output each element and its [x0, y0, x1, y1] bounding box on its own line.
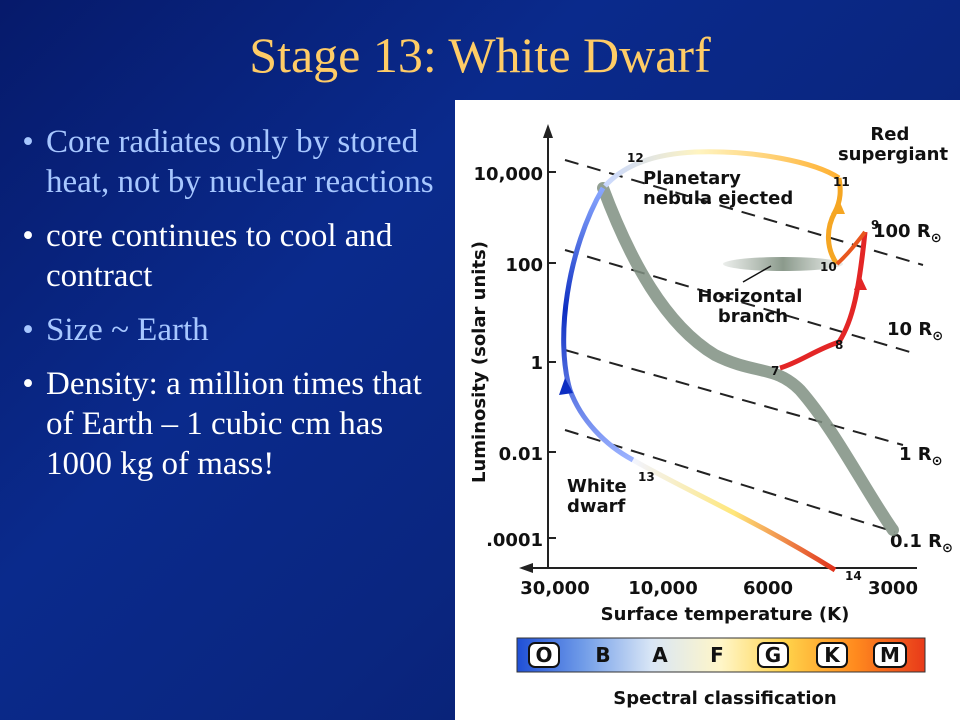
bullet-text: Core radiates only by stored heat, not b… — [46, 124, 434, 200]
y-tick-label: .0001 — [486, 530, 543, 551]
bullet-dot-icon: • — [22, 366, 34, 402]
svg-text:O: O — [535, 643, 552, 667]
bullet-text: core continues to cool and contract — [46, 218, 393, 294]
bullet-text: Size ~ Earth — [46, 312, 209, 348]
radius-label: 0.1 R⊙ — [890, 531, 953, 556]
track-7-to-9 — [779, 231, 868, 371]
x-tick-label: 30,000 — [520, 578, 589, 599]
bullet-item-core-cools: • core continues to cool and contract — [10, 216, 440, 296]
track-9-to-10 — [835, 230, 867, 266]
svg-text:M: M — [880, 643, 900, 667]
bullet-item-core-radiates: • Core radiates only by stored heat, not… — [10, 122, 440, 202]
label-horizontal-branch: Horizontal branch — [697, 286, 808, 327]
spectral-class-O: O — [528, 642, 560, 668]
spectral-class-B: B — [595, 643, 610, 667]
svg-text:B: B — [595, 643, 610, 667]
svg-text:A: A — [652, 643, 668, 667]
hr-diagram-figure: 10,000 100 1 0.01 .0001 Luminosity (sola… — [455, 100, 960, 720]
radius-label: 1 R⊙ — [899, 444, 943, 469]
horizontal-branch-band — [723, 257, 843, 271]
axes — [519, 124, 917, 573]
y-tick-label: 100 — [505, 255, 543, 276]
label-planetary-nebula: Planetary nebula ejected — [643, 168, 793, 209]
slide-title: Stage 13: White Dwarf — [249, 27, 711, 83]
y-axis-label: Luminosity (solar units) — [469, 241, 490, 483]
radius-label: 100 R⊙ — [873, 221, 942, 246]
bullet-list: • Core radiates only by stored heat, not… — [10, 122, 440, 498]
bullet-text: Density: a million times that of Earth –… — [46, 366, 422, 482]
bullet-dot-icon: • — [22, 124, 34, 160]
svg-text:G: G — [765, 643, 781, 667]
y-tick-marks — [548, 171, 556, 539]
track-arrow-icon — [831, 200, 845, 214]
spectral-class-A: A — [652, 643, 668, 667]
svg-text:F: F — [710, 643, 724, 667]
bullet-dot-icon: • — [22, 312, 34, 348]
x-tick-label: 6000 — [743, 578, 793, 599]
spectral-bar: O B A F G K — [516, 637, 926, 673]
stage-number: 11 — [833, 175, 850, 189]
track-13-to-14 — [631, 457, 837, 573]
x-axis-label: Surface temperature (K) — [601, 604, 850, 625]
stage-number: 12 — [627, 151, 644, 165]
y-tick-label: 0.01 — [499, 444, 543, 465]
track-11-to-12 — [603, 149, 841, 188]
spectral-class-F: F — [710, 643, 724, 667]
spectral-class-G: G — [757, 642, 789, 668]
track-10-to-11 — [826, 177, 843, 266]
track-arrow-icon — [559, 378, 573, 395]
spectral-class-M: M — [873, 642, 907, 668]
track-arrow-icon — [854, 275, 867, 290]
stage-number: 7 — [771, 364, 779, 378]
label-white-dwarf: White dwarf — [567, 476, 633, 517]
stage-number: 8 — [835, 338, 843, 352]
main-sequence-band — [597, 182, 899, 536]
spectral-classification-label: Spectral classification — [613, 688, 837, 709]
y-tick-label: 1 — [530, 353, 543, 374]
y-tick-label: 10,000 — [474, 164, 543, 185]
hr-diagram-svg: 10,000 100 1 0.01 .0001 Luminosity (sola… — [469, 124, 953, 709]
stage-number: 14 — [845, 569, 862, 583]
radius-label: 10 R⊙ — [887, 319, 943, 344]
track-12-to-13 — [561, 186, 635, 463]
svg-text:K: K — [824, 643, 841, 667]
bullet-item-size: • Size ~ Earth — [10, 310, 440, 350]
x-tick-label: 10,000 — [628, 578, 697, 599]
stage-number: 13 — [638, 470, 655, 484]
stage-number: 9 — [871, 218, 879, 232]
bullet-dot-icon: • — [22, 218, 34, 254]
x-tick-label: 3000 — [868, 578, 918, 599]
bullet-item-density: • Density: a million times that of Earth… — [10, 364, 440, 484]
stage-number: 10 — [820, 260, 837, 274]
label-red-supergiant: Red supergiant — [838, 124, 949, 165]
spectral-class-K: K — [816, 642, 848, 668]
horizontal-branch-pointer — [742, 265, 772, 283]
